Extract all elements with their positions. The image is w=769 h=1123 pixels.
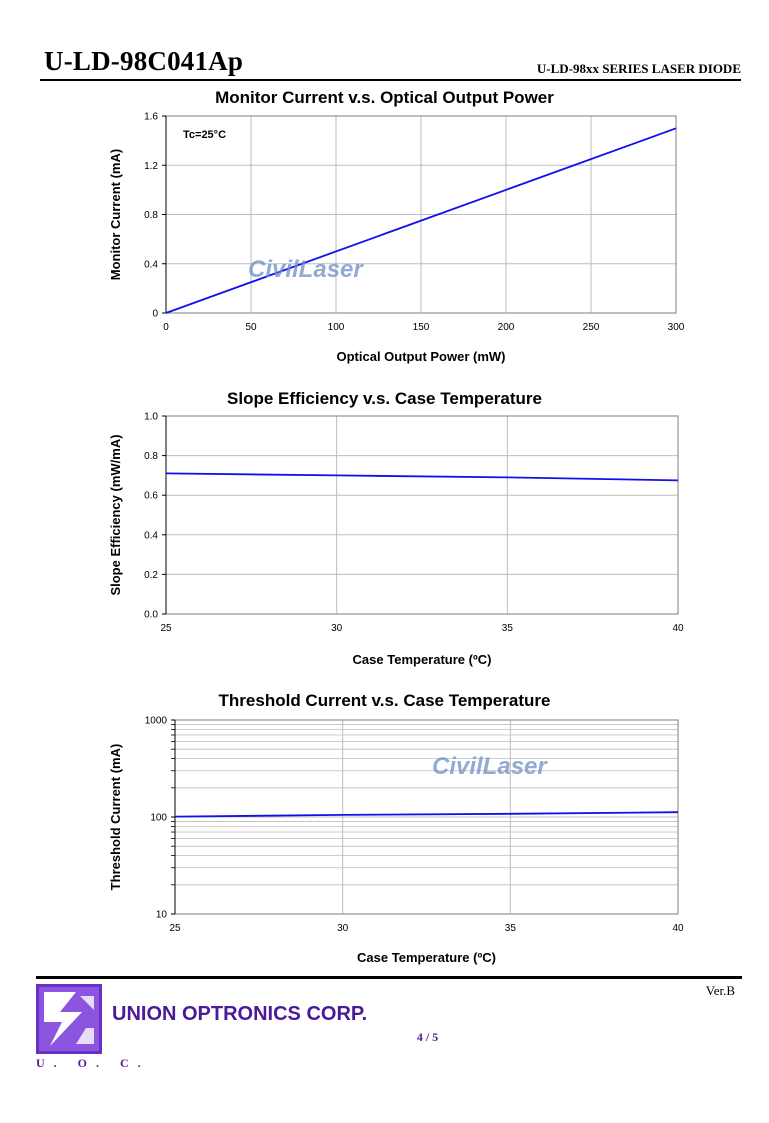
condition-annotation: Tc=25°C xyxy=(183,129,226,141)
y-tick-label: 1.6 xyxy=(144,112,158,123)
monitor-current-chart: 0 0.4 0.8 1.2 1.6 0 50 100 150 200 250 300 Optical O… xyxy=(108,112,685,365)
document-title: U-LD-98C041Ap xyxy=(44,46,244,76)
watermark-text: CivilLaser xyxy=(432,753,548,780)
y-axis-title: Threshold Current (mA) xyxy=(108,744,123,891)
series-line xyxy=(174,811,679,818)
threshold-current-chart: 10 100 1000 25 30 35 40 Case Temperature (ºC) Th… xyxy=(108,716,684,966)
series-line xyxy=(165,127,677,314)
y-tick-label: 0.4 xyxy=(144,259,158,270)
logo-letters: U. O. C. xyxy=(36,1056,150,1070)
y-tick-label: 100 xyxy=(150,813,167,824)
y-tick-label: 1.0 xyxy=(144,412,158,423)
chart1-title: Monitor Current v.s. Optical Output Powe… xyxy=(215,88,554,107)
y-tick-label: 0 xyxy=(152,309,158,320)
series-label: U-LD-98xx SERIES LASER DIODE xyxy=(536,61,741,76)
x-tick-label: 300 xyxy=(668,322,685,333)
page-number: 4 / 5 xyxy=(416,1030,439,1044)
x-axis-title: Optical Output Power (mW) xyxy=(337,349,506,364)
x-tick-label: 150 xyxy=(413,322,430,333)
y-tick-label: 0.6 xyxy=(144,491,158,502)
x-tick-label: 35 xyxy=(505,923,517,934)
watermark-text: CivilLaser xyxy=(248,256,364,283)
x-tick-label: 40 xyxy=(672,923,684,934)
chart3-title: Threshold Current v.s. Case Temperature xyxy=(218,691,551,710)
y-tick-label: 1000 xyxy=(145,716,168,727)
x-axis-title: Case Temperature (ºC) xyxy=(357,950,496,965)
y-tick-label: 1.2 xyxy=(144,161,158,172)
x-tick-label: 100 xyxy=(328,322,345,333)
slope-efficiency-chart: 0.0 0.2 0.4 0.6 0.8 1.0 25 30 35 40 Case Temperatu… xyxy=(108,412,684,668)
x-tick-label: 30 xyxy=(331,623,343,634)
x-tick-label: 40 xyxy=(672,623,684,634)
y-tick-label: 0.4 xyxy=(144,530,158,541)
y-tick-label: 10 xyxy=(156,910,168,921)
series-line xyxy=(165,472,679,482)
y-tick-label: 0.2 xyxy=(144,570,158,581)
x-tick-label: 250 xyxy=(583,322,600,333)
x-tick-label: 50 xyxy=(245,322,257,333)
uoc-logo xyxy=(36,984,102,1054)
chart2-title: Slope Efficiency v.s. Case Temperature xyxy=(227,389,542,408)
header-divider xyxy=(40,79,741,81)
y-axis-title: Slope Efficiency (mW/mA) xyxy=(108,434,123,595)
version-label: Ver.B xyxy=(705,983,735,998)
footer-divider xyxy=(36,976,742,979)
x-tick-label: 35 xyxy=(502,623,514,634)
y-tick-label: 0.8 xyxy=(144,451,158,462)
y-axis-title: Monitor Current (mA) xyxy=(108,149,123,280)
y-tick-label: 0.0 xyxy=(144,610,158,621)
company-name: UNION OPTRONICS CORP. xyxy=(112,1003,368,1025)
x-tick-label: 25 xyxy=(160,623,172,634)
y-tick-label: 0.8 xyxy=(144,210,158,221)
x-tick-label: 0 xyxy=(163,322,169,333)
x-tick-label: 200 xyxy=(498,322,515,333)
x-axis-title: Case Temperature (ºC) xyxy=(353,652,492,667)
x-tick-label: 30 xyxy=(337,923,349,934)
x-tick-label: 25 xyxy=(169,923,181,934)
